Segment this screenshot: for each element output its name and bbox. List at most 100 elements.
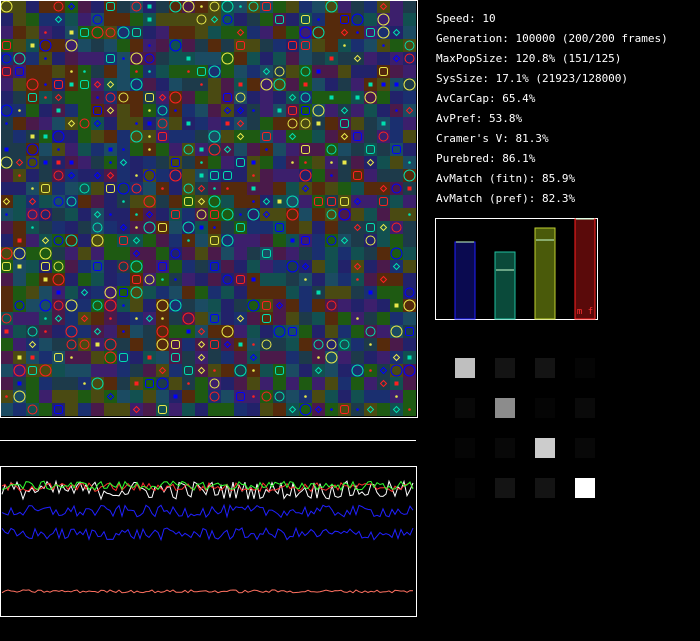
organism-ring xyxy=(183,183,194,194)
grid-cell xyxy=(273,260,286,273)
grid-cell xyxy=(156,364,169,377)
organism-dot xyxy=(265,148,268,151)
grid-cell xyxy=(286,338,299,351)
grid-cell xyxy=(286,91,299,104)
organism-block xyxy=(186,121,191,126)
grid-cell xyxy=(156,234,169,247)
organism-square xyxy=(106,54,115,63)
grid-cell xyxy=(52,91,65,104)
grid-cell xyxy=(195,299,208,312)
organism-ring xyxy=(144,274,155,285)
grid-cell xyxy=(234,130,247,143)
organism-large-ring xyxy=(351,13,364,26)
grid-cell xyxy=(299,377,312,390)
grid-cell xyxy=(221,260,234,273)
organism-dot xyxy=(18,174,21,177)
organism-square xyxy=(366,28,375,37)
organism-block xyxy=(173,394,178,399)
population-grid[interactable] xyxy=(0,0,418,418)
grid-cell xyxy=(312,221,325,234)
grid-cell xyxy=(26,65,39,78)
organism-dot xyxy=(356,278,359,281)
organism-ring xyxy=(404,40,415,51)
type-bar xyxy=(574,218,596,320)
grid-cell xyxy=(390,325,403,338)
grid-cell xyxy=(169,182,182,195)
organism-large-ring xyxy=(143,195,156,208)
grid-cell xyxy=(338,351,351,364)
organism-large-ring xyxy=(117,182,130,195)
organism-square xyxy=(301,15,310,24)
grid-cell xyxy=(143,78,156,91)
grid-cell xyxy=(52,65,65,78)
organism-ring xyxy=(79,183,90,194)
organism-dot xyxy=(369,343,372,346)
grid-cell xyxy=(156,221,169,234)
organism-block xyxy=(329,95,334,100)
organism-diamond xyxy=(119,223,128,232)
matrix-cell xyxy=(535,358,555,378)
organism-large-ring xyxy=(13,52,26,65)
grid-cell xyxy=(299,325,312,338)
grid-cell xyxy=(65,143,78,156)
organism-ring xyxy=(53,261,64,272)
grid-cell xyxy=(156,195,169,208)
organism-dot xyxy=(148,109,151,112)
grid-cell xyxy=(195,104,208,117)
matrix-cell xyxy=(455,358,475,378)
organism-square xyxy=(275,223,284,232)
grid-canvas[interactable] xyxy=(0,0,417,417)
organism-square xyxy=(210,262,219,271)
grid-cell xyxy=(143,325,156,338)
grid-cell xyxy=(338,104,351,117)
grid-cell xyxy=(299,104,312,117)
grid-cell xyxy=(169,143,182,156)
grid-cell xyxy=(299,403,312,416)
grid-cell xyxy=(390,273,403,286)
grid-cell xyxy=(364,0,377,13)
organism-diamond xyxy=(249,353,258,362)
grid-cell xyxy=(247,377,260,390)
grid-cell xyxy=(52,208,65,221)
organism-block xyxy=(30,134,35,139)
grid-cell xyxy=(364,273,377,286)
organism-dot xyxy=(200,161,203,164)
organism-ring xyxy=(27,404,38,415)
grid-cell xyxy=(143,195,156,208)
grid-cell xyxy=(325,260,338,273)
grid-cell xyxy=(195,195,208,208)
grid-cell xyxy=(91,52,104,65)
grid-cell xyxy=(91,0,104,13)
grid-cell xyxy=(234,325,247,338)
matrix-cell xyxy=(455,398,475,418)
grid-cell xyxy=(325,364,338,377)
organism-dot xyxy=(135,70,138,73)
grid-cell xyxy=(104,195,117,208)
organism-diamond xyxy=(223,145,232,154)
organism-dot xyxy=(122,200,125,203)
grid-cell xyxy=(39,182,52,195)
grid-cell xyxy=(104,234,117,247)
grid-cell xyxy=(130,273,143,286)
organism-ring xyxy=(222,14,233,25)
grid-cell xyxy=(26,312,39,325)
grid-cell xyxy=(130,26,143,39)
grid-cell xyxy=(234,13,247,26)
grid-cell xyxy=(26,117,39,130)
grid-cell xyxy=(65,13,78,26)
grid-cell xyxy=(286,169,299,182)
grid-cell xyxy=(312,91,325,104)
grid-cell xyxy=(13,13,26,26)
grid-cell xyxy=(364,117,377,130)
organism-block xyxy=(407,355,412,360)
organism-dot xyxy=(109,161,112,164)
organism-square xyxy=(119,288,128,297)
organism-square xyxy=(158,405,167,414)
grid-cell xyxy=(312,312,325,325)
matrix-cell xyxy=(575,478,595,498)
grid-cell xyxy=(351,156,364,169)
grid-cell xyxy=(26,143,39,156)
grid-cell xyxy=(273,286,286,299)
grid-cell xyxy=(169,52,182,65)
grid-cell xyxy=(286,0,299,13)
